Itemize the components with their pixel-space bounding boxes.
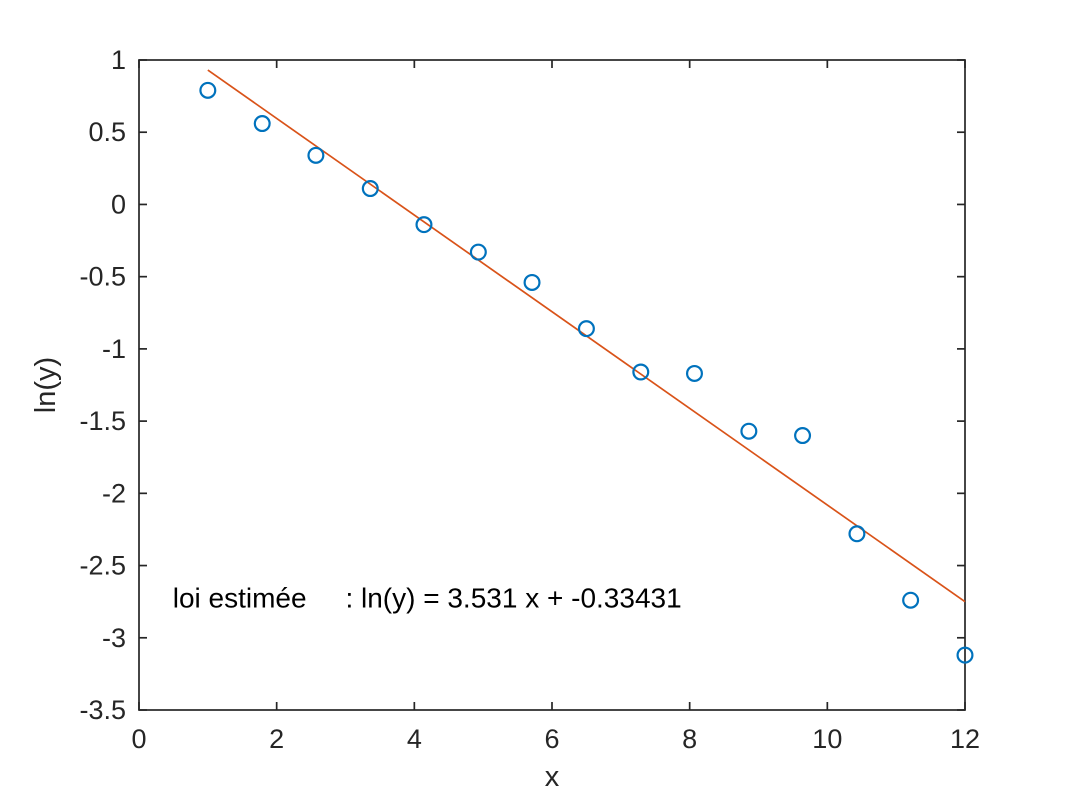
data-point — [469, 243, 487, 261]
x-tick-label: 6 — [544, 724, 559, 754]
data-point — [361, 180, 379, 198]
data-point — [685, 364, 703, 382]
y-axis-label: ln(y) — [30, 357, 62, 413]
x-tick-label: 0 — [131, 724, 146, 754]
y-tick-label: 0 — [111, 189, 126, 219]
data-point — [794, 427, 812, 445]
data-point — [415, 216, 433, 234]
y-tick-label: -2 — [102, 478, 126, 508]
y-tick-label: 0.5 — [88, 117, 126, 147]
data-point — [956, 646, 974, 664]
x-tick-label: 8 — [682, 724, 697, 754]
data-point — [523, 273, 541, 291]
data-point — [848, 525, 866, 543]
x-tick-label: 12 — [950, 724, 980, 754]
data-point — [902, 591, 920, 609]
y-tick-label: -1 — [102, 334, 126, 364]
data-point — [577, 320, 595, 338]
data-point — [199, 81, 217, 99]
annotation-text: loi estimée : ln(y) = 3.531 x + -0.33431 — [173, 582, 682, 613]
x-tick-label: 2 — [269, 724, 284, 754]
x-tick-label: 4 — [407, 724, 422, 754]
x-axis-label: x — [545, 761, 560, 793]
data-point — [740, 422, 758, 440]
data-point — [253, 115, 271, 133]
data-point — [307, 146, 325, 164]
y-tick-label: -1.5 — [79, 406, 126, 436]
y-tick-label: -2.5 — [79, 551, 126, 581]
x-tick-label: 10 — [812, 724, 842, 754]
data-point — [632, 363, 650, 381]
y-tick-label: -0.5 — [79, 262, 126, 292]
y-tick-label: -3.5 — [79, 695, 126, 725]
y-tick-label: 1 — [111, 45, 126, 75]
y-tick-label: -3 — [102, 623, 126, 653]
